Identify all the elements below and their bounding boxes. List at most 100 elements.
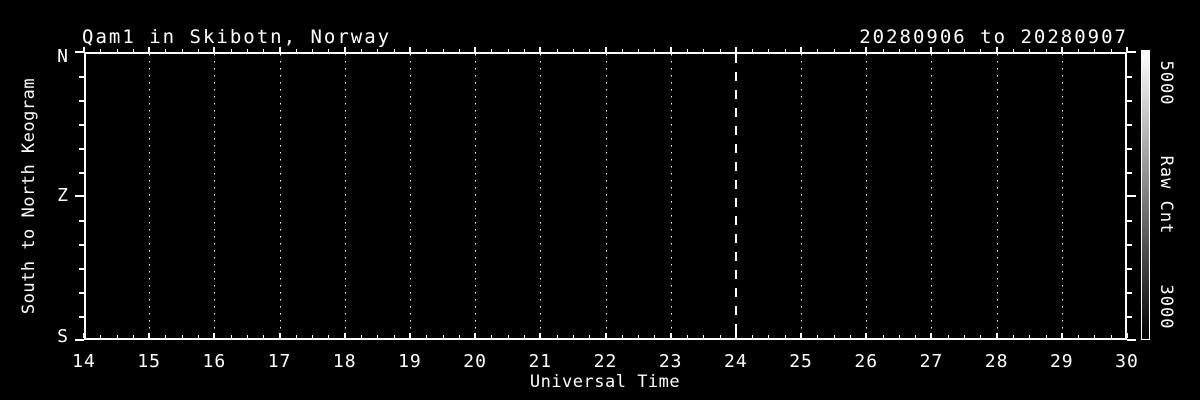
x-tick-top-minor xyxy=(182,49,183,52)
x-tick-top-major xyxy=(408,47,411,52)
x-tick-top-major xyxy=(148,47,151,52)
x-tick-bottom-minor xyxy=(100,335,101,338)
x-tick-bottom-minor xyxy=(117,335,118,338)
x-tick-bottom-minor xyxy=(850,335,851,338)
x-tick-top-minor xyxy=(117,49,118,52)
x-tick-top-major xyxy=(539,47,542,52)
x-tick-top-major xyxy=(1126,47,1128,52)
x-tick-top-minor xyxy=(328,49,329,52)
x-tick-bottom-minor xyxy=(785,335,786,338)
x-tick-top-minor xyxy=(1078,49,1079,52)
x-tick-label: 17 xyxy=(267,351,292,372)
x-tick-bottom-minor xyxy=(752,335,753,338)
x-tick-top-minor xyxy=(980,49,981,52)
x-tick-bottom-minor xyxy=(948,335,949,338)
x-tick-bottom-minor xyxy=(296,335,297,338)
x-tick-top-major xyxy=(865,47,868,52)
y-tick-right-minor xyxy=(1127,244,1132,246)
x-tick-top-minor xyxy=(752,49,753,52)
x-tick-bottom-minor xyxy=(459,335,460,338)
colorbar-min-label: 3000 xyxy=(1156,284,1176,330)
x-tick-top-major xyxy=(800,47,803,52)
x-tick-top-minor xyxy=(524,49,525,52)
x-tick-label: 20 xyxy=(463,351,487,372)
midnight-dashed-line xyxy=(734,54,737,338)
x-tick-label: 25 xyxy=(789,351,813,372)
x-tick-label: 18 xyxy=(332,351,357,372)
x-tick-top-minor xyxy=(915,49,916,52)
x-tick-label: 27 xyxy=(919,351,944,372)
x-tick-top-minor xyxy=(377,49,378,52)
x-tick-top-minor xyxy=(687,49,688,52)
x-tick-top-minor xyxy=(720,49,721,52)
x-tick-bottom-minor xyxy=(654,335,655,338)
x-gridline xyxy=(475,54,477,338)
y-tick-right-minor xyxy=(1127,76,1132,78)
colorbar-gradient xyxy=(1141,50,1150,340)
x-gridline xyxy=(540,54,542,338)
x-tick-bottom-minor xyxy=(720,335,721,338)
x-tick-top-minor xyxy=(1029,49,1030,52)
x-tick-top-major xyxy=(734,47,737,52)
x-tick-top-minor xyxy=(622,49,623,52)
x-tick-bottom-minor xyxy=(899,335,900,338)
y-tick-left-minor xyxy=(79,76,84,78)
chart-title: Qam1 in Skibotn, Norway xyxy=(82,26,392,48)
y-tick-left-minor xyxy=(79,292,84,294)
x-tick-bottom-minor xyxy=(1094,335,1095,338)
date-range: 20280906 to 20280907 xyxy=(859,26,1128,48)
x-tick-top-minor xyxy=(443,49,444,52)
x-tick-top-minor xyxy=(834,49,835,52)
colorbar-title: Raw Cnt xyxy=(1156,155,1176,235)
y-tick-right-minor xyxy=(1127,268,1132,270)
x-tick-label: 29 xyxy=(1049,351,1074,372)
x-tick-bottom-minor xyxy=(133,335,134,338)
x-gridline xyxy=(149,54,151,338)
x-tick-label: 14 xyxy=(72,351,96,372)
x-tick-bottom-minor xyxy=(361,335,362,338)
x-tick-bottom-minor xyxy=(491,335,492,338)
x-tick-top-major xyxy=(604,47,607,52)
x-tick-bottom-minor xyxy=(589,335,590,338)
x-tick-bottom-minor xyxy=(1078,335,1079,338)
y-tick-left-major xyxy=(75,339,84,341)
x-tick-bottom-minor xyxy=(703,335,704,338)
x-tick-label: 23 xyxy=(658,351,683,372)
x-tick-bottom-minor xyxy=(328,335,329,338)
x-tick-bottom-minor xyxy=(443,335,444,338)
x-tick-bottom-minor xyxy=(426,335,427,338)
x-tick-top-minor xyxy=(361,49,362,52)
x-tick-bottom-minor xyxy=(508,335,509,338)
x-tick-top-minor xyxy=(573,49,574,52)
x-tick-bottom-minor xyxy=(687,335,688,338)
y-tick-left-minor xyxy=(79,316,84,318)
x-tick-top-minor xyxy=(165,49,166,52)
x-tick-bottom-minor xyxy=(377,335,378,338)
x-tick-bottom-minor xyxy=(1029,335,1030,338)
x-tick-top-minor xyxy=(654,49,655,52)
x-tick-top-minor xyxy=(508,49,509,52)
y-tick-label: N xyxy=(57,46,68,67)
y-tick-left-minor xyxy=(79,220,84,222)
x-tick-top-minor xyxy=(557,49,558,52)
x-tick-bottom-minor xyxy=(524,335,525,338)
plot-frame xyxy=(84,52,1127,340)
y-tick-right-minor xyxy=(1127,220,1132,222)
x-tick-top-major xyxy=(83,47,85,52)
x-gridline xyxy=(1061,54,1063,338)
y-tick-left-minor xyxy=(79,268,84,270)
x-tick-top-minor xyxy=(426,49,427,52)
y-tick-left-major xyxy=(75,195,84,197)
x-tick-top-minor xyxy=(589,49,590,52)
x-tick-top-major xyxy=(343,47,346,52)
y-tick-left-minor xyxy=(79,172,84,174)
x-tick-bottom-minor xyxy=(1046,335,1047,338)
y-tick-left-minor xyxy=(79,244,84,246)
y-tick-label: S xyxy=(57,326,68,347)
x-tick-bottom-minor xyxy=(557,335,558,338)
x-tick-top-minor xyxy=(703,49,704,52)
x-tick-bottom-minor xyxy=(1013,335,1014,338)
x-tick-bottom-minor xyxy=(915,335,916,338)
y-tick-right-major xyxy=(1127,339,1136,341)
y-tick-right-minor xyxy=(1127,172,1132,174)
